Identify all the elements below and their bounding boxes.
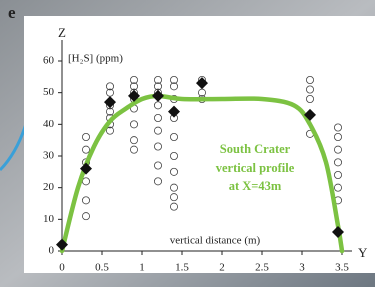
y-tick-label: 10 [43,213,55,225]
x-tick-label: 1.5 [175,262,189,274]
annotation: at X=43m [229,179,282,193]
x-tick-label: 3 [299,262,305,274]
y-axis-label: [H₂S] (ppm) [68,53,123,65]
screenshot: e Z [H₂S] (ppm) Y vertical distance (m) … [0,0,375,287]
x-tick-label: 2 [219,262,225,274]
x-tick-label: 1 [139,262,145,274]
y-tick-label: 60 [43,55,55,67]
page: {"panel_label": "e", "chart_data": { "ty… [0,0,375,287]
y-tick-label: 30 [43,150,55,162]
y-tick-label: 50 [43,86,55,98]
y-axis-name: Z [58,25,66,40]
x-tick-label: 0.5 [95,262,109,274]
x-tick-label: 2.5 [255,262,269,274]
y-tick-label: 20 [43,181,55,193]
annotation: South Crater [220,142,291,156]
x-axis-name: Y [358,245,368,260]
x-tick-label: 3.5 [335,262,349,274]
x-tick-label: 0 [59,262,65,274]
y-tick-label: 0 [49,245,55,257]
annotation: vertical profile [216,161,295,175]
x-axis-label: vertical distance (m) [170,235,261,247]
y-tick-label: 40 [43,118,55,130]
panel-label: e [8,3,16,22]
